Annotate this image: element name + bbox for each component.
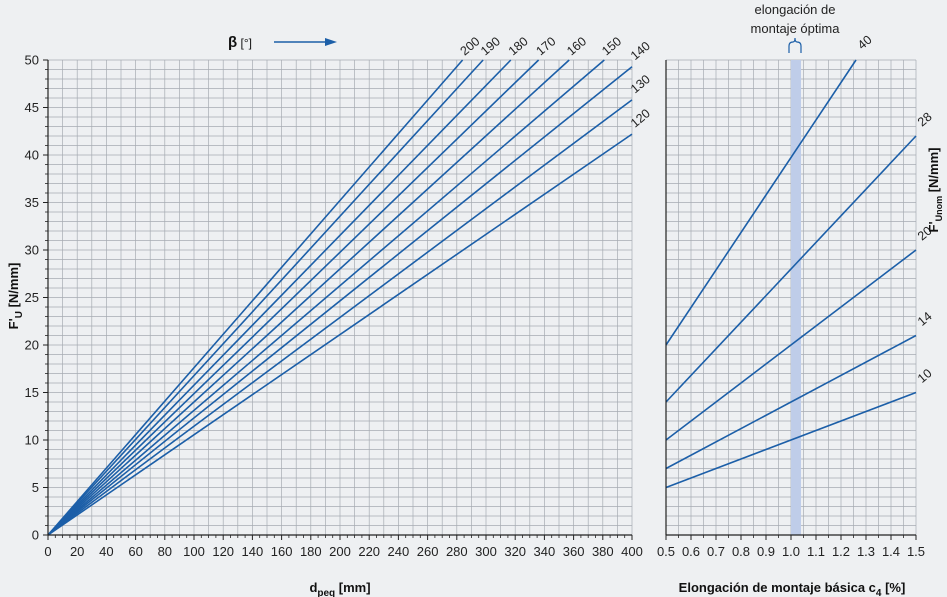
right-x-tick-label: 0.6 [682, 544, 700, 559]
right-x-tick-label: 0.8 [732, 544, 750, 559]
left-x-tick-label: 220 [358, 544, 380, 559]
beta-symbol: β [228, 34, 237, 51]
left-series-label-140: 140 [628, 39, 653, 63]
left-x-tick-label: 340 [534, 544, 556, 559]
right-x-tick-label: 0.9 [757, 544, 775, 559]
left-panel-grid [47, 59, 633, 536]
band-label-line2: montaje óptima [751, 21, 841, 36]
left-x-tick-label: 120 [212, 544, 234, 559]
left-series-130 [47, 99, 633, 536]
left-x-tick-label: 320 [504, 544, 526, 559]
left-x-tick-label: 80 [158, 544, 172, 559]
optimal-elongation-band [791, 60, 801, 535]
left-y-tick-label: 0 [32, 528, 39, 543]
left-x-tick-label: 280 [446, 544, 468, 559]
right-panel-series [665, 59, 917, 489]
left-y-tick-label: 45 [25, 100, 39, 115]
left-series-label-190: 190 [478, 34, 503, 58]
left-x-tick-label: 100 [183, 544, 205, 559]
left-series-170 [47, 59, 540, 536]
right-series-label-40: 40 [855, 33, 875, 53]
beta-legend-title: β [°] [228, 34, 252, 51]
right-series-14 [665, 334, 917, 470]
left-x-tick-label: 200 [329, 544, 351, 559]
right-y-axis-title: F'Unom [N/mm] [926, 148, 944, 233]
left-series-180 [47, 59, 512, 536]
left-series-label-170: 170 [533, 34, 558, 58]
left-y-tick-label: 30 [25, 243, 39, 258]
beta-unit: [°] [237, 36, 252, 50]
left-series-200 [47, 59, 464, 536]
left-x-tick-label: 400 [621, 544, 643, 559]
right-x-tick-label: 1.1 [807, 544, 825, 559]
left-x-tick-label: 140 [242, 544, 264, 559]
left-x-tick-label: 60 [128, 544, 142, 559]
left-y-tick-label: 20 [25, 338, 39, 353]
left-series-label-160: 160 [564, 34, 589, 58]
left-x-axis-title: dpeq [mm] [309, 580, 370, 597]
right-series-label-28: 28 [915, 110, 935, 130]
axes: 0 20 40 60 80 100 120 140 160 180 200 220 240 260 280 3… [25, 53, 926, 560]
right-x-tick-label: 1.3 [857, 544, 875, 559]
left-series-150 [47, 59, 605, 536]
left-x-tick-label: 160 [271, 544, 293, 559]
left-y-tick-label: 10 [25, 433, 39, 448]
band-brace-icon [788, 37, 802, 53]
optimal-band-rect [791, 60, 801, 535]
right-x-tick-label: 1.4 [882, 544, 900, 559]
left-x-tick-label: 0 [44, 544, 51, 559]
left-y-tick-label: 25 [25, 290, 39, 305]
left-y-tick-label: 35 [25, 195, 39, 210]
left-series-120 [47, 133, 633, 536]
left-series-label-150: 150 [599, 34, 624, 58]
left-x-tick-label: 380 [592, 544, 614, 559]
left-x-tick-label: 180 [300, 544, 322, 559]
left-y-tick-label: 15 [25, 385, 39, 400]
right-series-40 [665, 59, 857, 346]
right-series-10 [665, 391, 917, 489]
right-x-tick-label: 1.2 [832, 544, 850, 559]
left-x-tick-label: 240 [388, 544, 410, 559]
right-series-20 [665, 249, 917, 441]
left-y-tick-label: 40 [25, 148, 39, 163]
left-series-190 [47, 59, 484, 536]
left-series-140 [47, 66, 633, 536]
left-series-label-180: 180 [506, 34, 531, 58]
left-panel-series [47, 59, 633, 536]
left-x-tick-label: 40 [99, 544, 113, 559]
left-series-160 [47, 59, 570, 536]
right-series-label-10: 10 [915, 366, 935, 386]
right-x-tick-label: 0.5 [657, 544, 675, 559]
right-x-tick-label: 1.0 [782, 544, 800, 559]
right-series-28 [665, 135, 917, 403]
left-y-tick-label: 5 [32, 480, 39, 495]
right-x-tick-label: 0.7 [707, 544, 725, 559]
arrow-right-icon [274, 38, 337, 46]
right-series-label-14: 14 [915, 309, 935, 329]
left-x-tick-label: 260 [417, 544, 439, 559]
left-y-tick-label: 50 [25, 53, 39, 68]
left-y-axis-title: F'U [N/mm] [6, 263, 25, 330]
right-x-axis-title: Elongación de montaje básica c4 [%] [679, 580, 906, 597]
left-x-tick-label: 360 [563, 544, 585, 559]
band-label-line1: elongación de [755, 2, 836, 17]
left-x-tick-label: 300 [475, 544, 497, 559]
right-x-tick-label: 1.5 [907, 544, 925, 559]
left-x-tick-label: 20 [70, 544, 84, 559]
